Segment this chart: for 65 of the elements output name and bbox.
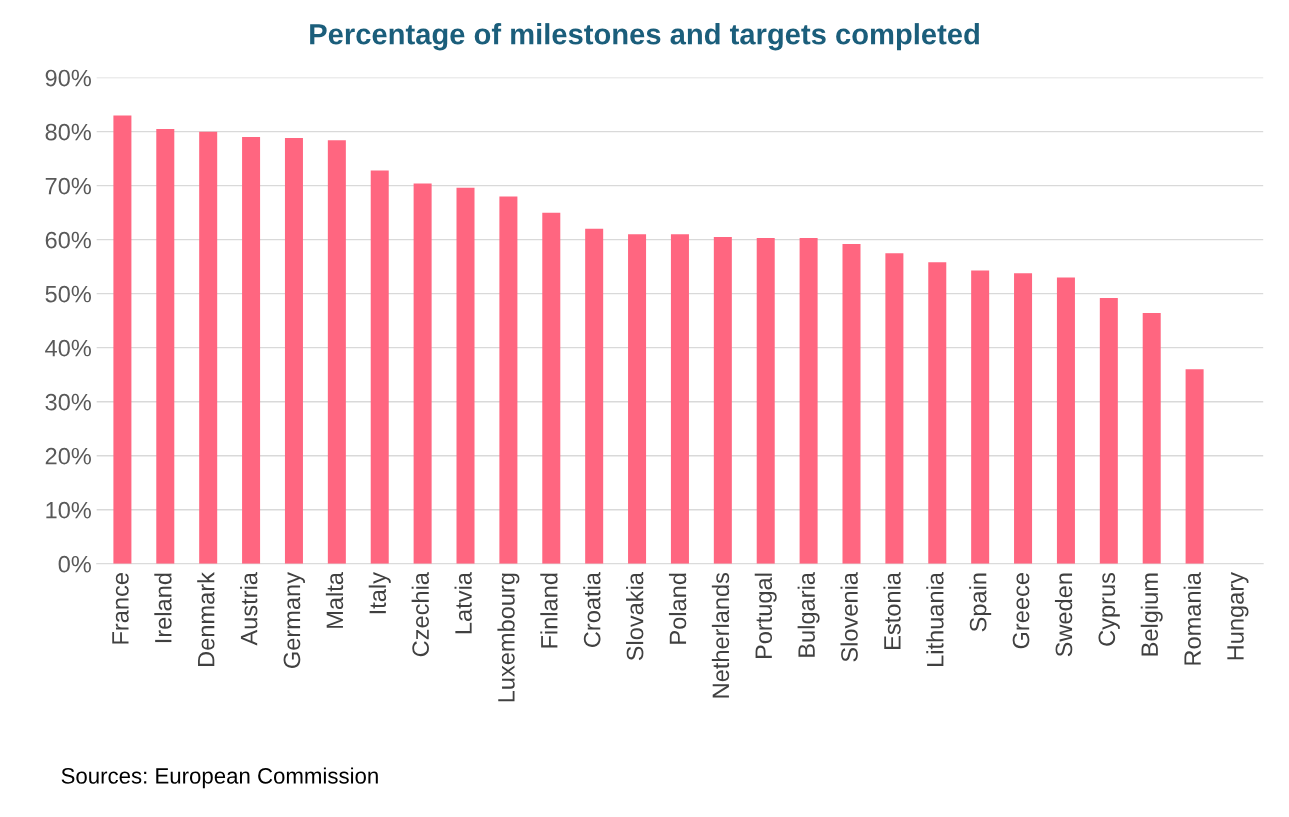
x-tick-label: France [112, 573, 129, 644]
bar [928, 262, 947, 564]
y-tick-label: 90% [45, 69, 91, 87]
bar [713, 236, 732, 564]
x-tick-label: Czechia [411, 572, 429, 657]
bar [327, 140, 346, 564]
x-tick-label: Spain [969, 573, 992, 632]
bar [885, 253, 904, 564]
y-tick-label: 40% [45, 339, 91, 357]
x-tick-label: Finland [540, 573, 558, 648]
bar [499, 196, 518, 564]
x-tick-label: Ireland [154, 573, 172, 643]
x-tick-label: Slovakia [626, 572, 644, 661]
x-tick-label: Poland [668, 573, 687, 644]
bar [156, 128, 175, 564]
bar [756, 238, 775, 564]
bar [628, 234, 647, 564]
bar [1056, 277, 1075, 564]
x-tick-label: Romania [1183, 572, 1201, 665]
bar [670, 234, 689, 564]
x-tick-label: Latvia [454, 572, 472, 634]
x-tick-label: Slovenia [840, 572, 858, 662]
bar [542, 212, 561, 564]
y-tick-label: 60% [45, 231, 91, 249]
x-tick-label: Malta [325, 572, 344, 628]
x-tick-label: Estonia [883, 572, 901, 649]
bar [456, 187, 475, 564]
bar [1185, 369, 1204, 564]
bar [1099, 297, 1118, 564]
x-tick-label: Hungary [1227, 572, 1249, 660]
y-tick-label: 30% [45, 393, 91, 411]
source-note: Sources: European Commission [61, 767, 378, 789]
y-tick-label: 20% [45, 447, 91, 465]
y-tick-label: 80% [45, 123, 91, 141]
x-tick-label: Croatia [583, 572, 601, 647]
bar [799, 238, 818, 564]
x-tick-label: Denmark [197, 572, 215, 666]
x-tick-label: Lithuania [926, 572, 944, 666]
bar [113, 115, 132, 564]
bar [370, 170, 389, 564]
x-tick-label: Netherlands [711, 572, 730, 698]
x-tick-label: Greece [1012, 573, 1030, 649]
bar [585, 228, 604, 564]
y-tick-label: 50% [45, 285, 91, 303]
bar [842, 243, 861, 564]
x-tick-label: Luxembourg [497, 573, 520, 702]
bar [284, 138, 303, 564]
x-tick-label: Portugal [754, 573, 777, 659]
bar [971, 270, 990, 564]
x-tick-label: Bulgaria [797, 572, 820, 657]
x-tick-label: Cyprus [1098, 572, 1120, 646]
bar [413, 183, 432, 564]
chart-title: Percentage of milestones and targets completed [310, 23, 979, 51]
x-tick-label: Germany [283, 572, 305, 668]
x-tick-label: Belgium [1140, 573, 1163, 656]
bar [1014, 273, 1033, 564]
x-tick-label: Sweden [1054, 573, 1073, 657]
y-tick-label: 10% [46, 501, 91, 519]
bar [242, 137, 261, 564]
x-tick-label: Italy [368, 572, 391, 614]
bar [199, 131, 218, 564]
bar [1142, 313, 1161, 564]
y-tick-label: 0% [58, 555, 91, 573]
x-tick-label: Austria [240, 572, 258, 646]
y-tick-label: 70% [45, 177, 91, 195]
